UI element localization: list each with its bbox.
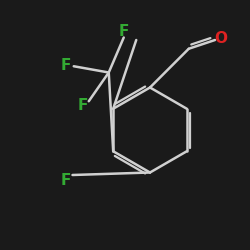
Text: O: O: [214, 31, 227, 46]
Text: F: F: [118, 24, 129, 40]
Text: F: F: [77, 98, 88, 113]
Text: F: F: [61, 173, 72, 188]
Text: F: F: [61, 58, 72, 72]
